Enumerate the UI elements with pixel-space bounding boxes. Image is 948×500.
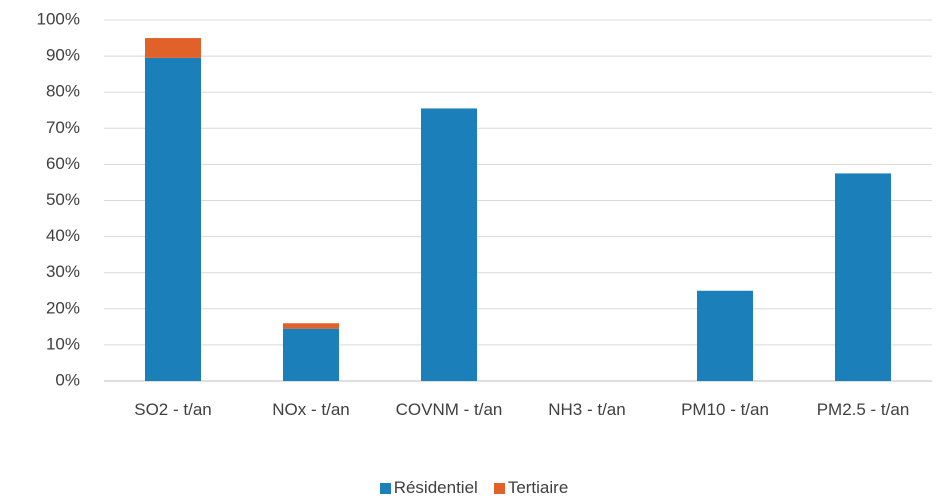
y-tick-label: 60% [46, 154, 80, 173]
x-tick-label: SO2 - t/an [134, 400, 212, 419]
legend-swatch [493, 482, 505, 494]
bar-segment [421, 108, 477, 381]
y-tick-label: 20% [46, 298, 80, 317]
legend-label: Tertiaire [507, 478, 569, 497]
bar-segment [145, 57, 201, 381]
bar-segment [283, 328, 339, 381]
x-tick-label: NOx - t/an [272, 400, 350, 419]
x-tick-label: COVNM - t/an [395, 400, 503, 419]
y-tick-label: 50% [46, 190, 80, 209]
legend-label: Résidentiel [393, 478, 478, 497]
y-tick-label: 90% [46, 46, 80, 65]
y-tick-label: 30% [46, 262, 80, 281]
legend-item: Résidentiel [379, 478, 478, 498]
legend: Résidentiel Tertiaire [0, 478, 948, 498]
bar-segment [697, 290, 753, 381]
bar-segment [283, 323, 339, 329]
y-tick-label: 10% [46, 334, 80, 353]
legend-swatch [379, 482, 391, 494]
x-tick-label: PM10 - t/an [681, 400, 769, 419]
y-tick-label: 40% [46, 226, 80, 245]
x-tick-label: PM2.5 - t/an [816, 400, 910, 419]
y-tick-label: 80% [46, 82, 80, 101]
legend-item: Tertiaire [493, 478, 569, 498]
y-tick-label: 70% [46, 118, 80, 137]
y-tick-label: 100% [37, 9, 80, 28]
x-tick-label: NH3 - t/an [548, 400, 626, 419]
bar-segment [835, 173, 891, 381]
y-tick-label: 0% [55, 370, 80, 389]
bar-segment [145, 38, 201, 58]
